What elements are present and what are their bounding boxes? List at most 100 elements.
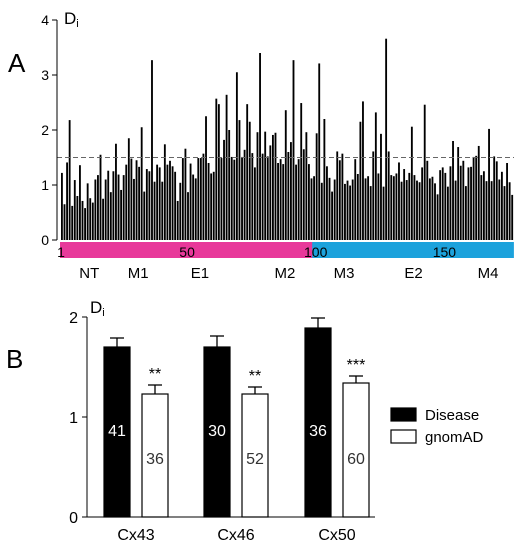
panel-a-bar (120, 189, 123, 240)
panel-a-bar (449, 166, 452, 240)
panel-a-bar (341, 153, 344, 240)
panel-a-bar (256, 132, 259, 240)
panel-a-label: A (8, 48, 26, 78)
panel-a-bar (68, 120, 71, 240)
panel-a-bar (279, 159, 282, 240)
panel-a-bar (271, 134, 274, 240)
panel-a-bar (135, 160, 138, 240)
panel-a-bar (166, 164, 169, 240)
panel-b-ylabel: Di (90, 298, 105, 319)
panel-a-bar (500, 171, 503, 240)
panel-a-bar (305, 132, 308, 240)
panel-a-bar (382, 186, 385, 240)
panel-a-bar (274, 132, 277, 240)
panel-a-bar (143, 191, 146, 240)
panel-a-bar (359, 121, 362, 240)
panel-a-bar (241, 156, 243, 240)
panel-a-bar (261, 153, 264, 240)
panel-a-bar (174, 171, 177, 240)
panel-a-bar (323, 119, 326, 240)
panel-a-bar (457, 147, 460, 240)
panel-b-bars: 41 36 ** Cx43 30 52 ** Cx46 36 60 *** Cx50 (103, 317, 370, 544)
panel-a-bar (246, 104, 249, 241)
panel-a-bar (99, 154, 102, 240)
legend-label-disease: Disease (425, 407, 479, 424)
panel-a-bar (117, 174, 120, 240)
panel-a-bar (89, 198, 92, 240)
category-label-cx50: Cx50 (318, 527, 355, 544)
panel-a-bar (215, 98, 218, 241)
panel-a-bar (439, 170, 442, 240)
panel-a-bar (133, 178, 135, 240)
panel-a-bar (426, 160, 429, 240)
category-label-cx43: Cx43 (117, 527, 154, 544)
panel-a-bar (395, 173, 398, 240)
panel-a-bar (374, 112, 377, 240)
panel-a-bar (192, 174, 195, 240)
bar-gnomad-cx43 (141, 393, 169, 518)
legend: Disease gnomAD (390, 407, 484, 446)
panel-a-bar (169, 160, 171, 240)
panel-a-bar (315, 133, 318, 240)
panel-a-bar (122, 175, 125, 240)
panel-a-ylabel-main: D (64, 9, 76, 28)
domain-segment-pink (60, 242, 314, 258)
panel-a-bar (372, 151, 375, 240)
panel-a-bar (243, 149, 246, 240)
panel-a-bar (436, 194, 439, 240)
panel-a-bar (354, 159, 357, 240)
panel-a-bar (498, 179, 501, 240)
panel-a-bar (369, 186, 372, 240)
panel-a-bar (259, 53, 261, 240)
panel-a-bar (405, 180, 408, 240)
panel-a-bar (349, 185, 352, 240)
panel-a-bar (148, 171, 151, 240)
panel-a-bar (477, 145, 480, 240)
panel-a-bar (418, 182, 421, 240)
panel-a-bar (251, 153, 254, 240)
panel-a-bar (472, 156, 475, 240)
panel-b-ylabel-main: D (90, 298, 102, 317)
significance-stars: ** (249, 368, 261, 385)
panel-a-bar (387, 151, 390, 240)
panel-a-bar (127, 138, 130, 240)
panel-a-bar (81, 200, 84, 240)
panel-a-ylabel-sub: i (76, 18, 78, 30)
panel-a-bar (462, 160, 465, 240)
panel-a-bar (66, 162, 68, 240)
panel-a-bar (328, 177, 331, 240)
panel-a-bar (318, 63, 321, 241)
panel-b-label: B (6, 344, 23, 374)
panel-a-bar (488, 128, 490, 240)
panel-a-bar (107, 170, 110, 240)
region-label-nt: NT (79, 265, 99, 282)
panel-a-bar (287, 152, 290, 240)
panel-a-bar (140, 127, 143, 240)
panel-b-ylabel-sub: i (102, 307, 104, 319)
panel-a-bar (225, 94, 228, 240)
domain-segment-blue (312, 242, 514, 258)
panel-a-bar (346, 180, 349, 240)
bar-disease-cx46 (203, 346, 231, 518)
region-label-m2: M2 (274, 265, 295, 282)
panel-a-bar (79, 165, 81, 240)
panel-a-bar (313, 176, 315, 240)
panel-a-x-ticks: 1 50 100 150 (57, 244, 456, 260)
panel-a-bar (511, 194, 514, 240)
panel-a-bar (485, 181, 488, 240)
panel-a-bar (228, 130, 231, 240)
panel-a-bar (326, 166, 328, 240)
sample-count-label: 52 (246, 451, 264, 468)
panel-a-bar (264, 131, 267, 240)
panel-a-bar (73, 180, 76, 240)
panel-a-bar (364, 178, 367, 240)
category-label-cx46: Cx46 (217, 527, 254, 544)
panel-a-bar (408, 172, 411, 240)
panel-a-bar (212, 171, 215, 240)
panel-a-bar (220, 158, 223, 240)
panel-a-bar (248, 121, 251, 240)
panel-a-bar (223, 139, 225, 240)
panel-b: B Di 0 1 2 41 36 ** Cx43 30 52 ** Cx46 36 60 *** Cx50… (6, 298, 484, 544)
panel-a-bar (230, 156, 233, 240)
